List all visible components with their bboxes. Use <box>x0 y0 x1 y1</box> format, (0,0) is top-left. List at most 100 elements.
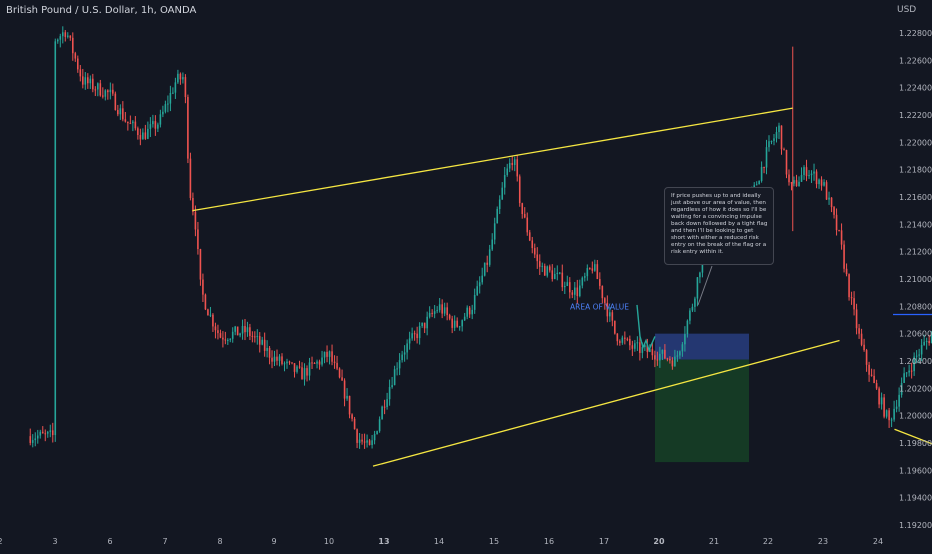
candle-body <box>256 336 258 337</box>
x-tick-label: 22 <box>763 537 773 546</box>
x-tick-label: 10 <box>324 537 334 546</box>
candle-body <box>261 340 263 345</box>
candle-body <box>906 372 908 373</box>
candle-body <box>614 321 616 334</box>
candle-body <box>217 330 219 333</box>
candle-body <box>439 304 441 310</box>
candle-body <box>32 440 34 443</box>
candle-body <box>331 351 333 361</box>
candle-body <box>170 93 172 104</box>
x-tick-label: 21 <box>709 537 719 546</box>
candle-body <box>529 232 531 240</box>
candle-body <box>249 327 251 336</box>
candle-body <box>494 223 496 239</box>
y-tick-label: 1.22000 <box>899 138 932 147</box>
x-tick-label: 23 <box>818 537 828 546</box>
candle-body <box>846 269 848 274</box>
x-tick-label: 7 <box>162 537 167 546</box>
candle-body <box>281 356 283 364</box>
candle-body <box>145 132 147 138</box>
candle-body <box>896 407 898 409</box>
candle-body <box>886 410 888 416</box>
candle-body <box>821 180 823 186</box>
candle-body <box>274 357 276 362</box>
candle-body <box>130 123 132 124</box>
x-tick-label: 20 <box>653 537 665 546</box>
candle-body <box>125 119 127 121</box>
y-tick-label: 1.22200 <box>899 111 932 120</box>
candle-body <box>684 334 686 344</box>
candle-body <box>808 175 810 176</box>
candle-body <box>356 429 358 443</box>
candle-body <box>459 326 461 327</box>
candle-body <box>271 358 273 362</box>
annotation-note[interactable]: If price pushes up to and ideally just a… <box>664 187 774 265</box>
candle-body <box>294 363 296 372</box>
candle-body <box>766 147 768 167</box>
candle-body <box>304 368 306 379</box>
candle-body <box>426 317 428 329</box>
candle-body <box>150 124 152 129</box>
candle-body <box>321 358 323 365</box>
candle-body <box>674 357 676 367</box>
candle-body <box>536 254 538 261</box>
candle-body <box>798 182 800 186</box>
candle-body <box>489 249 491 264</box>
candle-body <box>868 365 870 375</box>
x-tick-label: 2 <box>0 537 3 546</box>
candle-body <box>871 375 873 376</box>
candle-body <box>456 321 458 327</box>
candle-body <box>225 339 227 340</box>
candle-body <box>679 351 681 355</box>
candle-body <box>115 94 117 110</box>
candle-body <box>531 240 533 248</box>
candle-body <box>424 323 426 329</box>
candle-body <box>612 312 614 320</box>
candle-body <box>471 310 473 314</box>
candle-body <box>677 355 679 356</box>
candle-body <box>291 362 293 363</box>
candle-body <box>386 399 388 407</box>
candle-body <box>786 150 788 174</box>
candle-body <box>389 387 391 399</box>
candle-body <box>554 274 556 279</box>
candle-body <box>816 172 818 185</box>
candle-body <box>469 308 471 315</box>
candle-body <box>44 433 46 434</box>
candle-body <box>135 122 137 129</box>
candle-body <box>514 159 516 165</box>
candle-body <box>162 112 164 115</box>
candle-body <box>366 440 368 442</box>
candle-body <box>434 311 436 314</box>
candle-body <box>396 368 398 369</box>
candle-body <box>876 383 878 388</box>
candle-body <box>187 97 189 159</box>
candle-body <box>195 212 197 230</box>
currency-label: USD <box>897 5 916 15</box>
candle-body <box>831 198 833 207</box>
candle-body <box>384 407 386 408</box>
candle-body <box>87 77 89 83</box>
candle-body <box>64 32 66 37</box>
candle-body <box>39 432 41 436</box>
candle-body <box>511 163 513 165</box>
candle-body <box>496 209 498 223</box>
candle-body <box>215 326 217 330</box>
candle-body <box>561 273 563 288</box>
candle-body <box>100 83 102 95</box>
y-tick-label: 1.22400 <box>899 84 932 93</box>
candle-body <box>120 108 122 114</box>
candle-body <box>406 343 408 352</box>
candle-body <box>102 95 104 96</box>
candle-body <box>911 371 913 372</box>
candle-body <box>369 440 371 445</box>
x-tick-label: 24 <box>873 537 883 546</box>
candle-body <box>227 340 229 341</box>
candle-body <box>336 363 338 369</box>
candle-body <box>773 138 775 141</box>
x-tick-label: 15 <box>489 537 499 546</box>
candle-body <box>379 419 381 431</box>
candle-body <box>117 110 119 114</box>
